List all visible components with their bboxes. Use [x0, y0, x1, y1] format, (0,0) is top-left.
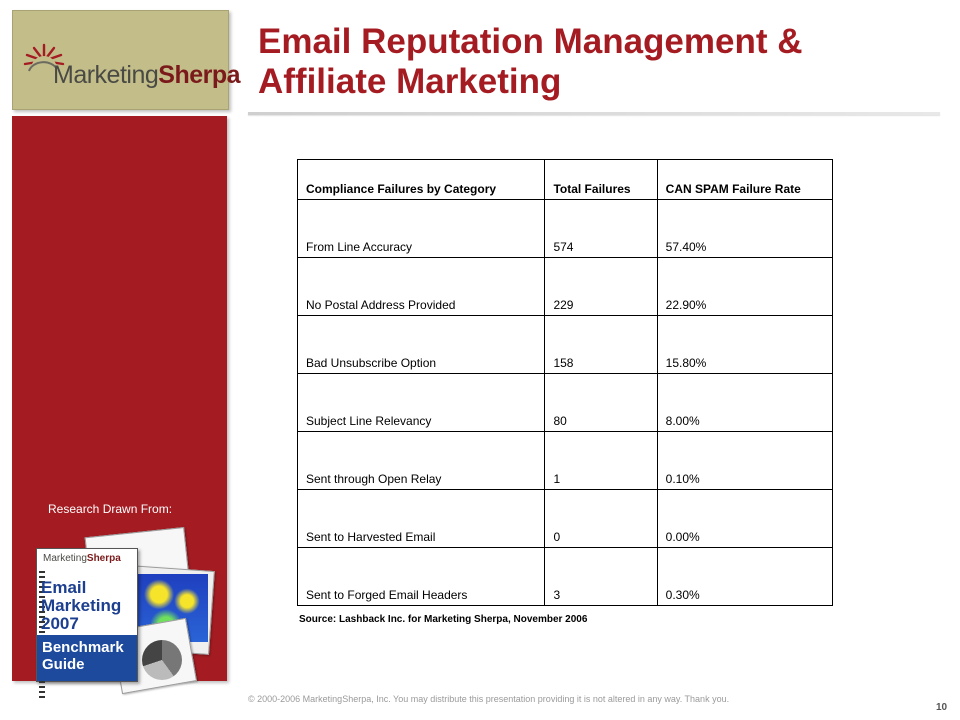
column-header: Total Failures	[544, 159, 658, 200]
total-failures-cell: 574	[544, 199, 658, 258]
category-cell: Sent through Open Relay	[296, 431, 546, 490]
guide-band: Benchmark Guide	[37, 635, 137, 681]
research-drawn-from-label: Research Drawn From:	[48, 502, 173, 516]
failure-rate-cell: 0.10%	[656, 431, 834, 490]
total-failures-cell: 229	[544, 257, 658, 316]
table-row: Sent to Forged Email Headers 3 0.30%	[296, 547, 834, 606]
failure-rate-cell: 15.80%	[656, 315, 834, 374]
failure-rate-cell: 22.90%	[656, 257, 834, 316]
title-divider	[248, 112, 940, 115]
table-row: From Line Accuracy 574 57.40%	[296, 199, 834, 258]
failure-rate-cell: 8.00%	[656, 373, 834, 432]
table-row: Sent to Harvested Email 0 0.00%	[296, 489, 834, 548]
guide-title: Email Marketing 2007	[41, 578, 122, 633]
guide-logo: MarketingSherpa	[43, 553, 121, 564]
category-cell: No Postal Address Provided	[296, 257, 546, 316]
failure-rate-cell: 0.30%	[656, 547, 834, 606]
total-failures-cell: 158	[544, 315, 658, 374]
failure-rate-cell: 57.40%	[656, 199, 834, 258]
column-header: Compliance Failures by Category	[296, 159, 546, 200]
category-cell: Sent to Harvested Email	[296, 489, 546, 548]
category-cell: Subject Line Relevancy	[296, 373, 546, 432]
guide-book-cover: MarketingSherpa Email Marketing 2007 Ben…	[36, 548, 138, 699]
total-failures-cell: 80	[544, 373, 658, 432]
category-cell: Bad Unsubscribe Option	[296, 315, 546, 374]
sun-icon	[23, 43, 65, 72]
total-failures-cell: 3	[544, 547, 658, 606]
table-row: No Postal Address Provided 229 22.90%	[296, 257, 834, 316]
slide-title: Email Reputation Management & Affiliate …	[258, 22, 803, 101]
category-cell: Sent to Forged Email Headers	[296, 547, 546, 606]
compliance-failures-table: Compliance Failures by Category Total Fa…	[296, 159, 834, 606]
table-row: Subject Line Relevancy 80 8.00%	[296, 373, 834, 432]
copyright-footer: © 2000-2006 MarketingSherpa, Inc. You ma…	[248, 694, 730, 704]
total-failures-cell: 0	[544, 489, 658, 548]
marketingsherpa-logo: MarketingSherpa	[12, 10, 241, 110]
column-header: CAN SPAM Failure Rate	[656, 159, 834, 200]
guide-subtitle: Benchmark Guide	[42, 639, 124, 673]
benchmark-guide-illustration: MarketingSherpa Email Marketing 2007 Ben…	[30, 526, 215, 699]
category-cell: From Line Accuracy	[296, 199, 546, 258]
total-failures-cell: 1	[544, 431, 658, 490]
sidebar: MarketingSherpa Research Drawn From: Mar…	[0, 0, 241, 720]
pie-chart-image	[142, 640, 182, 680]
table-header-row: Compliance Failures by Category Total Fa…	[296, 159, 834, 200]
table-row: Bad Unsubscribe Option 158 15.80%	[296, 315, 834, 374]
page-number: 10	[936, 702, 948, 713]
source-note: Source: Lashback Inc. for Marketing Sher…	[299, 614, 588, 625]
logo-wordmark: MarketingSherpa	[53, 61, 241, 89]
failure-rate-cell: 0.00%	[656, 489, 834, 548]
table-row: Sent through Open Relay 1 0.10%	[296, 431, 834, 490]
